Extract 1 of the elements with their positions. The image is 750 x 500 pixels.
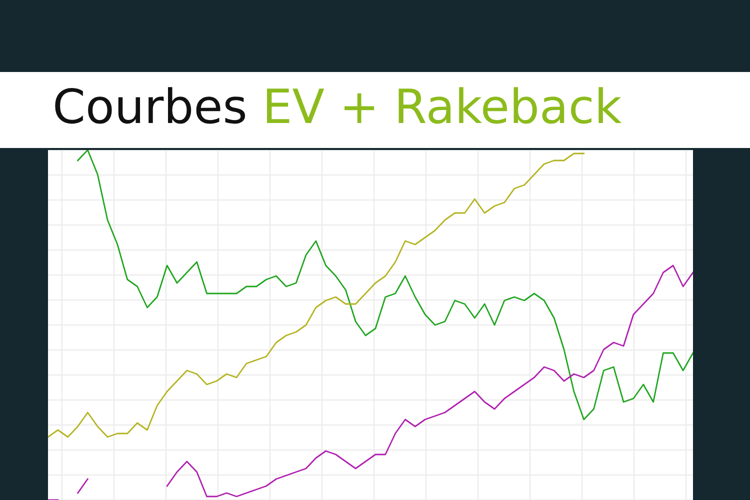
chart-title: Courbes EV + Rakeback bbox=[55, 87, 622, 124]
